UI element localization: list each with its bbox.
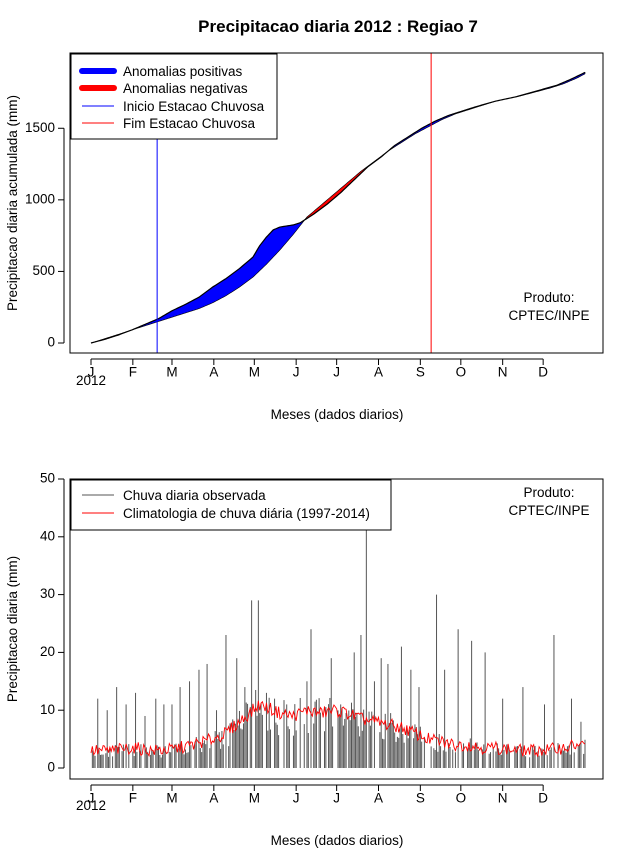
y-tick-label: 20 xyxy=(40,644,55,659)
y-tick-label: 10 xyxy=(40,702,55,717)
credit-line2: CPTEC/INPE xyxy=(508,308,589,323)
climatology-layer xyxy=(90,700,586,758)
year-label: 2012 xyxy=(76,373,106,388)
y-tick-label: 0 xyxy=(47,335,55,350)
x-axis-label: Meses (dados diarios) xyxy=(271,407,404,422)
observed-bars-layer xyxy=(91,525,586,768)
x-tick-label: D xyxy=(538,365,548,380)
x-tick-label: A xyxy=(209,791,218,806)
legend-label-observed: Chuva diaria observada xyxy=(123,488,266,503)
x-tick-label: M xyxy=(249,365,260,380)
x-tick-label: F xyxy=(129,365,137,380)
plot-frame xyxy=(69,478,604,780)
y-tick-label: 1000 xyxy=(25,191,55,206)
x-tick-label: F xyxy=(129,791,137,806)
y-tick-label: 40 xyxy=(40,528,55,543)
x-tick-label: S xyxy=(416,365,425,380)
x-axis-label: Meses (dados diarios) xyxy=(271,833,404,848)
y-tick-label: 1500 xyxy=(25,120,55,135)
y-axis: 0 10 20 30 40 50 xyxy=(40,471,65,775)
x-tick-label: J xyxy=(293,365,300,380)
legend-box xyxy=(70,479,392,531)
x-tick-label: M xyxy=(166,365,177,380)
y-tick-label: 30 xyxy=(40,586,55,601)
x-tick-label: D xyxy=(538,791,548,806)
climatology-line xyxy=(90,700,586,758)
x-tick-label: M xyxy=(166,791,177,806)
y-axis: 0 500 1000 1500 xyxy=(25,120,65,350)
x-tick-label: A xyxy=(209,365,218,380)
x-tick-label: J xyxy=(88,791,95,806)
legend-label-climatology: Climatologia de chuva diária (1997-2014) xyxy=(123,506,370,521)
y-tick-label: 500 xyxy=(32,263,55,278)
legend-label-end: Fim Estacao Chuvosa xyxy=(123,116,256,131)
plot-frame xyxy=(69,52,604,354)
x-tick-label: J xyxy=(333,365,340,380)
credit-line1: Produto: xyxy=(523,485,574,500)
credit-line1: Produto: xyxy=(523,290,574,305)
x-tick-label: J xyxy=(293,791,300,806)
x-tick-label: A xyxy=(374,365,383,380)
x-tick-label: S xyxy=(416,791,425,806)
accumulated-chart: J F M A M J J A S O N D 0 500 1000 1500 2012 Meses (da… xyxy=(5,52,604,422)
y-tick-label: 0 xyxy=(47,760,55,775)
year-label: 2012 xyxy=(76,798,106,813)
legend-label-onset: Inicio Estacao Chuvosa xyxy=(123,99,265,114)
credit-line2: CPTEC/INPE xyxy=(508,503,589,518)
figure-title: Precipitacao diaria 2012 : Regiao 7 xyxy=(198,17,478,36)
legend-label-positive: Anomalias positivas xyxy=(123,64,243,79)
x-tick-label: O xyxy=(456,365,467,380)
x-tick-label: J xyxy=(88,365,95,380)
x-tick-label: O xyxy=(456,791,467,806)
legend: Chuva diaria observada Climatologia de c… xyxy=(70,479,392,531)
x-tick-label: N xyxy=(498,365,508,380)
legend-label-negative: Anomalias negativas xyxy=(123,81,248,96)
y-axis-label: Precipitacao diaria (mm) xyxy=(5,556,20,702)
observed-accumulated-line xyxy=(90,71,586,344)
positive-anomaly-area xyxy=(386,71,586,153)
y-axis-label: Precipitacao diaria acumulada (mm) xyxy=(5,95,20,311)
daily-chart: J F M A M J J A S O N D 0 10 20 30 40 50 2012 Meses (dad… xyxy=(5,471,604,848)
positive-anomaly-area xyxy=(129,217,306,332)
y-tick-label: 50 xyxy=(40,471,55,486)
x-tick-label: N xyxy=(498,791,508,806)
x-tick-label: J xyxy=(333,791,340,806)
x-tick-label: A xyxy=(374,791,383,806)
x-tick-label: M xyxy=(249,791,260,806)
legend: Anomalias positivas Anomalias negativas … xyxy=(70,53,278,140)
